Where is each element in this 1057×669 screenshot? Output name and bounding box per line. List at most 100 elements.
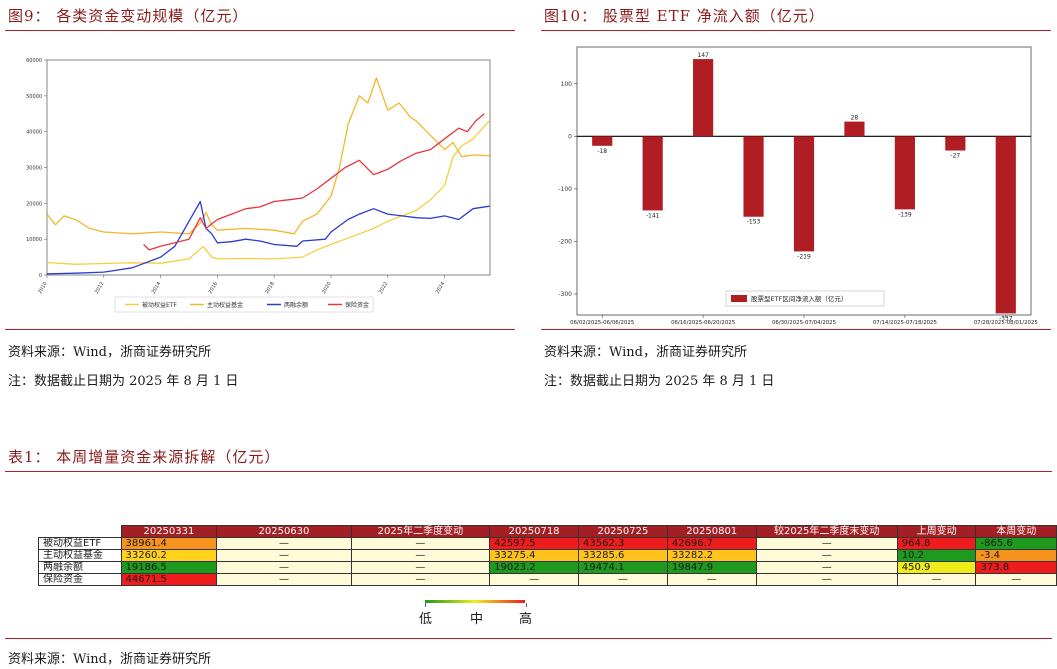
header-cell: 20250718 — [489, 525, 579, 538]
x-tick-label: 07/14/2025-07/18/2025 — [873, 320, 937, 326]
bar — [743, 136, 764, 217]
y-tick-label: -200 — [558, 238, 572, 245]
heat-scale-bar — [425, 600, 525, 603]
bar — [945, 136, 966, 151]
header-cell: 上周变动 — [896, 525, 977, 538]
y-tick-label: 0 — [39, 273, 42, 279]
fig10-bottom-rule — [541, 329, 1051, 330]
table-cell: 43562.3 — [578, 537, 668, 550]
table-cell: 42597.5 — [489, 537, 579, 550]
legend-label-passive: 被动权益ETF — [142, 301, 177, 309]
x-tick-label: 06/16/2025-06/20/2025 — [671, 320, 735, 326]
y-tick-label: -300 — [558, 291, 572, 298]
table-cell: — — [350, 549, 491, 562]
x-tick-label: 2018 — [264, 281, 276, 295]
table-cell: — — [216, 573, 352, 586]
bar — [693, 59, 714, 137]
table-cell: 964.8 — [896, 537, 977, 550]
series-line-passive — [46, 120, 490, 265]
x-tick-label: 06/30/2025-07/04/2025 — [772, 320, 836, 326]
legend-label-active: 主动权益基金 — [207, 301, 243, 309]
y-tick-label: 10000 — [26, 237, 42, 243]
bar — [592, 136, 613, 146]
table-cell: — — [216, 549, 352, 562]
table-cell: — — [666, 573, 757, 586]
fig9-bottom-rule — [5, 329, 515, 330]
table-cell: -865.6 — [975, 537, 1057, 550]
table-row: 主动权益基金 33260.2— —33275.4 33285.6 33282.2—10.… — [38, 549, 1057, 562]
table-cell: 19847.9 — [666, 561, 757, 574]
series-line-active — [46, 77, 490, 235]
table-cell: 19186.5 — [120, 561, 218, 574]
fig9-title: 图9： 各类资金变动规模（亿元） — [8, 7, 249, 25]
y-tick-label: -100 — [558, 186, 572, 193]
table1-title-rule — [5, 471, 1052, 472]
y-tick-label: 30000 — [26, 166, 42, 172]
table-cell: 10.2 — [896, 549, 977, 562]
header-cell: 2025年二季度变动 — [350, 525, 491, 538]
y-tick-label: 60000 — [26, 58, 42, 64]
bar — [995, 136, 1016, 314]
fig9-source: 资料来源：Wind，浙商证券研究所 — [8, 345, 211, 360]
x-tick-label: 2020 — [321, 281, 333, 295]
table-cell: — — [755, 537, 898, 550]
table-cell: -3.4 — [975, 549, 1057, 562]
table-cell: 42696.7 — [666, 537, 757, 550]
bar-value-label: -153 — [747, 219, 761, 226]
row-label: 被动权益ETF — [38, 537, 122, 550]
table-cell: — — [350, 537, 491, 550]
capital-flow-table: 20250331 20250630 2025年二季度变动 20250718 20… — [38, 525, 1057, 586]
fig10-source: 资料来源：Wind，浙商证券研究所 — [544, 345, 747, 360]
x-tick-label: 2022 — [378, 281, 390, 295]
table-cell: — — [975, 573, 1057, 586]
scale-high-label: 高 — [519, 612, 533, 627]
table-cell: — — [489, 573, 579, 586]
bar — [642, 136, 663, 211]
table-row: 保险资金 44671.5— — — — — — — — — [38, 573, 1057, 586]
scale-mid-label: 中 — [470, 612, 484, 627]
legend-box — [114, 296, 374, 313]
table-cell: — — [216, 561, 352, 574]
y-tick-label: 50000 — [26, 94, 42, 100]
x-tick-label: 2024 — [435, 281, 447, 295]
table-header-row: 20250331 20250630 2025年二季度变动 20250718 20… — [38, 525, 1057, 538]
header-cell: 20250725 — [578, 525, 668, 538]
series-line-insurance — [143, 113, 485, 251]
table1-title: 表1： 本周增量资金来源拆解（亿元） — [8, 448, 281, 466]
header-corner — [38, 525, 122, 538]
x-tick-label: 2010 — [37, 281, 49, 295]
scale-low-label: 低 — [419, 612, 433, 627]
table-cell: — — [755, 549, 898, 562]
bar-value-label: -139 — [898, 211, 912, 218]
fig10-note: 注：数据截止日期为 2025 年 8 月 1 日 — [544, 374, 775, 389]
x-tick-label: 06/02/2025-06/06/2025 — [570, 320, 634, 326]
bar — [894, 136, 915, 210]
table1-source: 资料来源：Wind，浙商证券研究所 — [8, 652, 211, 667]
table-cell: 33285.6 — [578, 549, 668, 562]
legend-label: 股票型ETF区间净流入额（亿元） — [751, 294, 847, 303]
fig10-title-rule — [541, 30, 1051, 31]
table-cell: — — [216, 537, 352, 550]
header-cell: 20250630 — [216, 525, 352, 538]
table-cell: 373.8 — [975, 561, 1057, 574]
header-cell: 较2025年二季度末变动 — [755, 525, 898, 538]
bar-value-label: -27 — [950, 153, 960, 160]
header-cell: 20250331 — [120, 525, 218, 538]
fig10-bar-chart: 100 0 -100 -200 -300 -18 06/02/2025-06/06/2025… — [558, 46, 1038, 326]
table-cell: — — [755, 573, 898, 586]
legend-label-insurance: 保险资金 — [345, 301, 369, 309]
table-cell: — — [350, 573, 491, 586]
fig9-note: 注：数据截止日期为 2025 年 8 月 1 日 — [8, 374, 239, 389]
x-tick-label: 2014 — [151, 281, 163, 295]
table-cell: 33282.2 — [666, 549, 757, 562]
legend-box — [725, 290, 885, 307]
bar — [793, 136, 815, 252]
table-cell: 33275.4 — [489, 549, 579, 562]
table-cell: 450.9 — [896, 561, 977, 574]
bar — [844, 121, 865, 137]
table-cell: — — [755, 561, 898, 574]
bar-value-label: 28 — [851, 115, 859, 122]
header-cell: 本周变动 — [975, 525, 1057, 538]
table-row: 被动权益ETF 38961.4— —42597.5 43562.3 42696.7—96… — [38, 537, 1057, 550]
table-cell: — — [896, 573, 977, 586]
